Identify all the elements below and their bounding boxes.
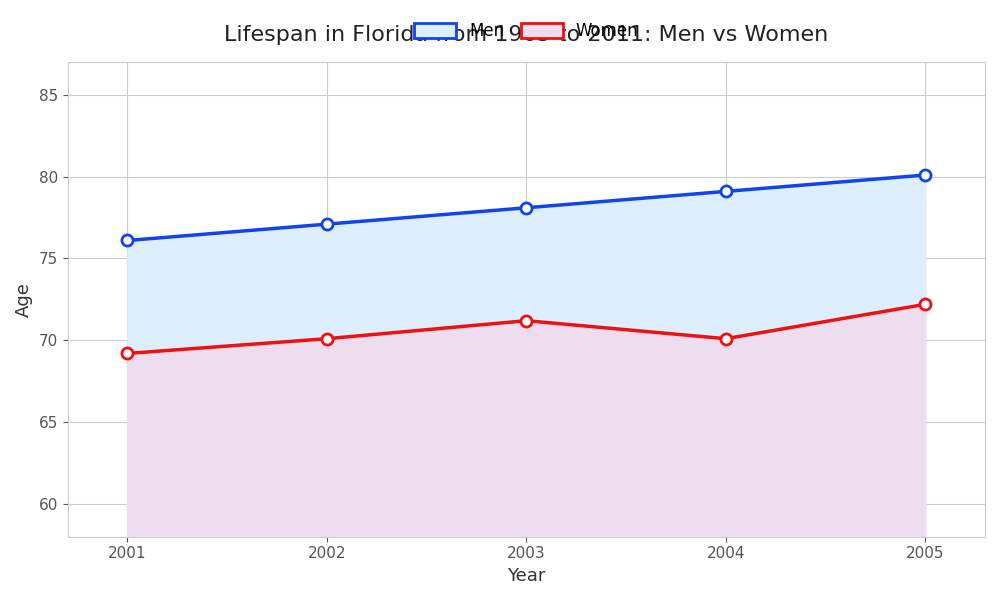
Y-axis label: Age: Age: [15, 282, 33, 317]
X-axis label: Year: Year: [507, 567, 546, 585]
Title: Lifespan in Florida from 1963 to 2011: Men vs Women: Lifespan in Florida from 1963 to 2011: M…: [224, 25, 828, 45]
Legend: Men, Women: Men, Women: [406, 13, 647, 48]
